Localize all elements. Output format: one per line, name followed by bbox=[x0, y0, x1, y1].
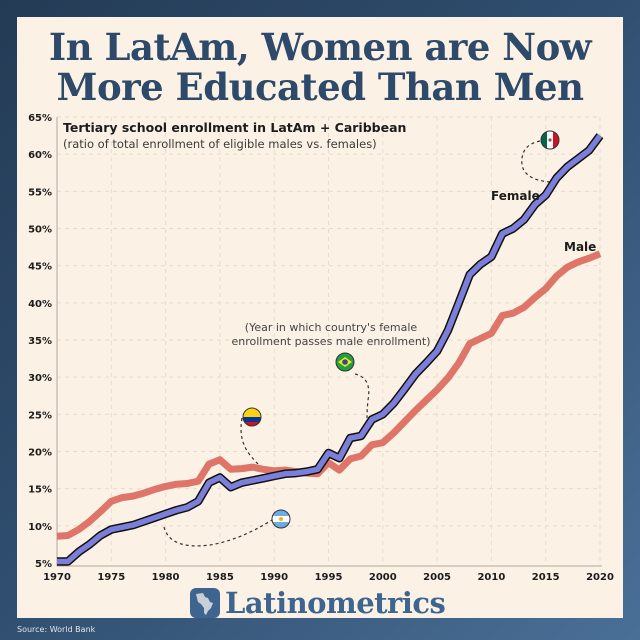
x-axis-ticks: 1970 1975 1980 1985 1990 1995 2000 2005 2010 2015… bbox=[43, 572, 614, 583]
y-tick-label: 30% bbox=[28, 373, 52, 384]
y-tick-label: 45% bbox=[28, 262, 52, 273]
brazil-arrow bbox=[354, 373, 370, 419]
flag-brazil-icon bbox=[335, 352, 355, 372]
y-tick-label: 55% bbox=[28, 187, 52, 198]
headline-line-1: In LatAm, Women are Now bbox=[48, 25, 592, 69]
female-series-line bbox=[57, 133, 603, 565]
y-tick-label: 35% bbox=[28, 336, 52, 347]
mexico-arrow bbox=[521, 140, 551, 183]
y-tick-label: 5% bbox=[35, 559, 52, 570]
x-tick-label: 1970 bbox=[43, 572, 71, 583]
x-tick-label: 1975 bbox=[97, 572, 125, 583]
chart-subtitle: (ratio of total enrollment of eligible m… bbox=[63, 137, 377, 151]
brand-logo-lockup: Latinometrics bbox=[190, 586, 446, 620]
y-tick-label: 50% bbox=[28, 225, 52, 236]
y-tick-label: 25% bbox=[28, 410, 52, 421]
source-note: Source: World Bank bbox=[17, 625, 96, 634]
y-tick-label: 60% bbox=[28, 150, 52, 161]
female-series-label: Female bbox=[491, 189, 540, 203]
argentina-arrow bbox=[163, 519, 273, 547]
headline: In LatAm, Women are Now More Educated Th… bbox=[17, 27, 623, 107]
y-tick-label: 40% bbox=[28, 299, 52, 310]
y-axis-ticks: 5% 10% 15% 20% 25% 30% 35% 40% 45% 50% 55% 60% 65% bbox=[28, 113, 52, 570]
brand-name: Latinometrics bbox=[225, 586, 446, 620]
chart-title: Tertiary school enrollment in LatAm + Ca… bbox=[63, 120, 406, 135]
male-series-line bbox=[56, 250, 602, 540]
y-tick-label: 15% bbox=[28, 485, 52, 496]
x-tick-label: 1995 bbox=[315, 572, 343, 583]
x-tick-label: 1985 bbox=[206, 572, 234, 583]
x-tick-label: 2010 bbox=[477, 572, 505, 583]
flag-colombia-icon bbox=[242, 407, 262, 427]
x-tick-label: 2005 bbox=[423, 572, 451, 583]
flag-mexico-icon bbox=[540, 130, 560, 150]
x-tick-label: 2020 bbox=[586, 572, 614, 583]
annotation-arrows bbox=[163, 140, 551, 547]
x-tick-label: 2000 bbox=[369, 572, 397, 583]
annotation-note-line-1: (Year in which country's female bbox=[245, 321, 418, 334]
male-series-label: Male bbox=[564, 240, 596, 254]
y-tick-label: 65% bbox=[28, 113, 52, 124]
x-tick-label: 2015 bbox=[532, 572, 560, 583]
annotation-note-line-2: enrollment passes male enrollment) bbox=[231, 335, 430, 348]
chart-gridlines bbox=[57, 116, 601, 566]
latam-map-icon bbox=[190, 588, 220, 618]
y-tick-label: 20% bbox=[28, 448, 52, 459]
colombia-arrow bbox=[240, 417, 264, 469]
flag-argentina-icon bbox=[271, 509, 291, 529]
y-tick-label: 10% bbox=[28, 522, 52, 533]
x-tick-label: 1980 bbox=[152, 572, 180, 583]
headline-line-2: More Educated Than Men bbox=[56, 65, 585, 109]
x-tick-label: 1990 bbox=[260, 572, 288, 583]
